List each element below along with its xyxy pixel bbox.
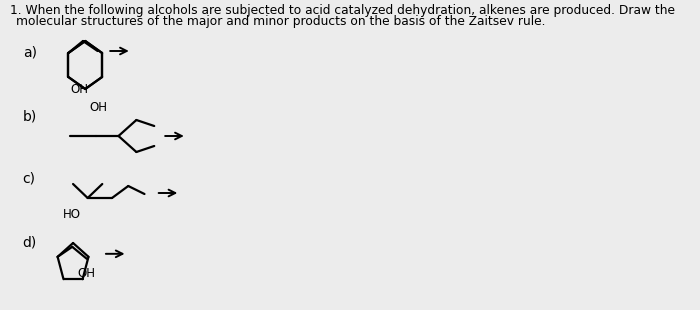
- Text: d): d): [22, 235, 37, 249]
- Text: OH: OH: [78, 267, 96, 280]
- Text: c): c): [22, 172, 36, 186]
- Text: OH: OH: [90, 101, 107, 114]
- Text: b): b): [22, 110, 37, 124]
- Text: a): a): [22, 45, 36, 59]
- Text: 1. When the following alcohols are subjected to acid catalyzed dehydration, alke: 1. When the following alcohols are subje…: [10, 4, 675, 17]
- Text: molecular structures of the major and minor products on the basis of the Zaitsev: molecular structures of the major and mi…: [16, 15, 546, 28]
- Text: HO: HO: [63, 208, 81, 221]
- Text: OH: OH: [70, 83, 88, 96]
